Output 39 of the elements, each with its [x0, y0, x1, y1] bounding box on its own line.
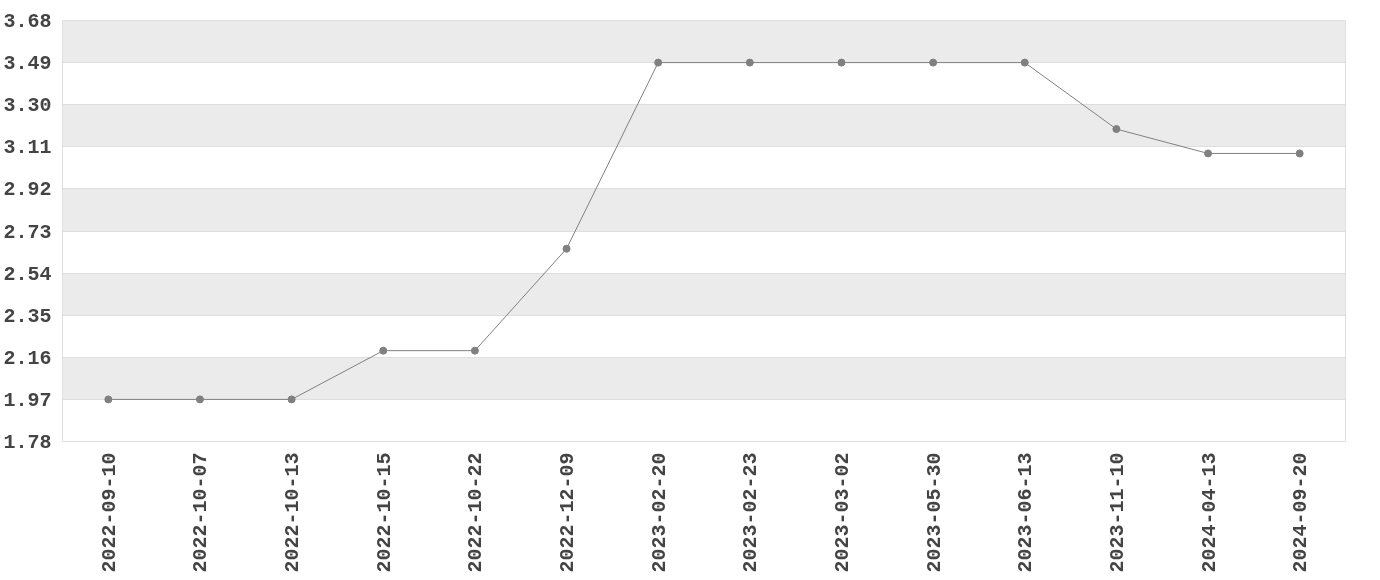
y-tick-label: 2.73 — [3, 220, 52, 244]
y-tick-label: 2.54 — [3, 262, 52, 286]
point — [1020, 58, 1029, 67]
point — [562, 244, 571, 253]
y-tick-label: 3.49 — [3, 52, 52, 76]
point — [195, 395, 204, 404]
x-tick-label: 2023-11-10 — [1105, 452, 1129, 573]
x-tick-label: 2024-04-13 — [1197, 452, 1221, 573]
y-tick-label: 3.11 — [3, 136, 52, 160]
point — [1112, 125, 1121, 134]
y-tick-label: 2.16 — [3, 346, 52, 370]
x-tick-label: 2022-10-22 — [464, 452, 488, 573]
y-tick-label: 2.35 — [3, 304, 52, 328]
point — [379, 346, 388, 355]
x-tick-label: 2023-03-02 — [830, 452, 854, 573]
y-tick-label: 3.30 — [3, 94, 52, 118]
x-tick-label: 2022-10-13 — [281, 452, 305, 573]
x-tick-label: 2022-10-15 — [372, 452, 396, 573]
y-tick-label: 2.92 — [3, 178, 52, 202]
point — [287, 395, 296, 404]
point — [1204, 149, 1213, 158]
point — [654, 58, 663, 67]
y-tick-label: 1.78 — [3, 431, 52, 454]
x-tick-label: 2022-12-09 — [556, 452, 580, 573]
point — [470, 346, 479, 355]
x-tick-label: 2022-10-07 — [189, 452, 213, 573]
point — [1295, 149, 1304, 158]
x-tick-label: 2023-02-23 — [739, 452, 763, 573]
point — [104, 395, 113, 404]
x-tick-label: 2022-09-10 — [97, 452, 121, 573]
point — [745, 58, 754, 67]
y-tick-label: 1.97 — [3, 388, 52, 412]
x-tick-label: 2024-09-20 — [1289, 452, 1313, 573]
x-tick-label: 2023-05-30 — [922, 452, 946, 573]
x-tick-label: 2023-02-20 — [647, 452, 671, 573]
point — [837, 58, 846, 67]
point — [929, 58, 938, 67]
x-tick-label: 2023-06-13 — [1014, 452, 1038, 573]
y-tick-label: 3.68 — [3, 10, 52, 33]
